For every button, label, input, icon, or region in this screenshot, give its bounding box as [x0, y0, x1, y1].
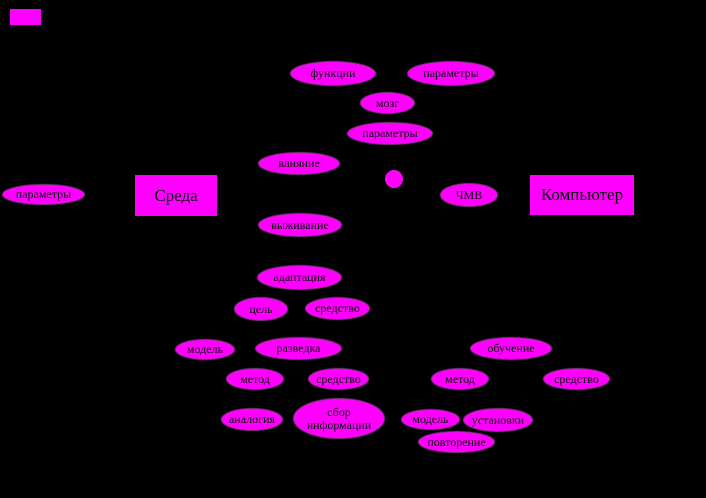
- node-label-metod-left: метод: [240, 371, 270, 386]
- node-label-cel: цель: [249, 301, 273, 316]
- node-model-right: модель: [402, 410, 459, 429]
- node-label-sbor-informacii: сбор информации: [306, 404, 372, 432]
- node-label-obuchenie: обучение: [487, 341, 535, 356]
- node-razvedka: разведка: [256, 338, 341, 359]
- node-label-adaptaciya: адаптация: [273, 270, 326, 285]
- node-center-dot: [385, 170, 403, 188]
- node-label-parametry-left: параметры: [15, 187, 72, 202]
- node-label-vyzhivanie: выживание: [271, 217, 329, 232]
- node-parametry-top: параметры: [408, 62, 494, 85]
- node-label-model-right: модель: [412, 412, 449, 427]
- node-metod-left: метод: [227, 369, 283, 389]
- node-metod-right: метод: [432, 369, 488, 389]
- node-cel: цель: [235, 298, 287, 320]
- node-label-sredstvo-right: средство: [554, 371, 599, 386]
- node-label-metod-right: метод: [445, 371, 475, 386]
- node-label-sredstvo-1: средство: [315, 301, 360, 316]
- node-parametry-left: параметры: [3, 185, 84, 204]
- node-label-model-left: модель: [186, 342, 224, 357]
- node-sreda: Среда: [135, 175, 217, 216]
- node-vliyanie: влияние: [259, 153, 339, 174]
- node-funkcii: функции: [291, 62, 375, 85]
- node-kompyuter: Компьютер: [530, 175, 634, 215]
- node-label-razvedka: разведка: [276, 341, 321, 356]
- node-sredstvo-right: средство: [544, 369, 609, 389]
- node-obuchenie: обучение: [471, 338, 551, 359]
- node-label-ustanovki: установки: [471, 412, 525, 427]
- node-adaptaciya: адаптация: [258, 266, 341, 289]
- node-sredstvo-2: средство: [309, 369, 368, 389]
- node-label-parametry-mid: параметры: [362, 126, 418, 141]
- node-chmv: ЧМВ: [441, 184, 497, 206]
- node-label-sreda: Среда: [154, 185, 198, 205]
- node-vyzhivanie: выживание: [259, 214, 341, 236]
- node-label-analogiya: аналогия: [228, 412, 276, 427]
- node-label-vliyanie: влияние: [278, 156, 320, 171]
- node-corner-rectangle: [10, 9, 41, 25]
- node-label-mozg: мозг: [375, 95, 400, 110]
- node-mozg: мозг: [361, 93, 414, 113]
- node-analogiya: аналогия: [222, 409, 282, 430]
- node-model-left: модель: [176, 340, 234, 359]
- node-label-kompyuter: Компьютер: [540, 185, 624, 205]
- node-sredstvo-1: средство: [306, 298, 369, 319]
- node-label-chmv: ЧМВ: [455, 187, 483, 202]
- node-label-funkcii: функции: [310, 66, 356, 81]
- node-label-sredstvo-2: средство: [316, 371, 361, 386]
- node-parametry-mid: параметры: [348, 123, 432, 144]
- node-label-povtorenie: повторение: [427, 434, 486, 449]
- node-sbor-informacii: сбор информации: [294, 399, 384, 438]
- node-povtorenie: повторение: [419, 432, 494, 452]
- node-label-parametry-top: параметры: [423, 66, 479, 81]
- node-ustanovki: установки: [464, 409, 532, 431]
